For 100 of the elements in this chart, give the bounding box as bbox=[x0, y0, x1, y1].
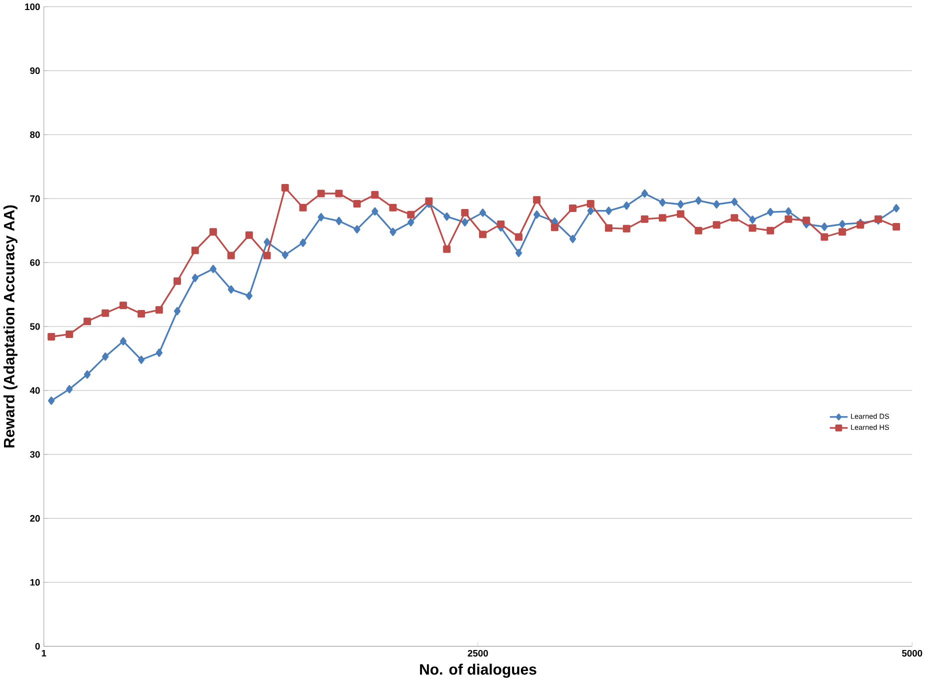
point bbox=[749, 215, 756, 224]
point bbox=[802, 216, 810, 224]
y-tick-label: 10 bbox=[30, 578, 40, 586]
y-tick-label: 80 bbox=[30, 131, 40, 138]
y-tick-label: 30 bbox=[30, 451, 40, 458]
point bbox=[479, 230, 487, 238]
point bbox=[712, 221, 720, 228]
point bbox=[174, 277, 181, 285]
point bbox=[569, 234, 576, 243]
point bbox=[694, 226, 702, 234]
y-tick-label: 0 bbox=[35, 642, 40, 650]
point bbox=[533, 210, 540, 219]
point bbox=[209, 228, 217, 236]
point bbox=[784, 215, 792, 223]
point bbox=[892, 204, 900, 212]
point bbox=[281, 184, 289, 192]
point bbox=[425, 197, 433, 205]
point bbox=[119, 302, 127, 310]
point bbox=[299, 204, 307, 212]
point bbox=[713, 200, 720, 208]
point bbox=[695, 196, 702, 205]
y-tick-label: 90 bbox=[30, 67, 40, 74]
point bbox=[748, 224, 756, 232]
y-axis-title: Reward (Adaptation Accuracy AA) bbox=[3, 205, 18, 448]
point bbox=[677, 200, 684, 208]
point bbox=[354, 225, 360, 234]
point bbox=[155, 306, 163, 314]
point bbox=[84, 370, 91, 379]
point bbox=[66, 384, 73, 394]
point bbox=[730, 214, 738, 222]
point bbox=[102, 309, 110, 317]
point bbox=[586, 200, 594, 208]
point bbox=[335, 190, 343, 198]
point bbox=[443, 245, 451, 253]
point bbox=[336, 216, 342, 226]
point bbox=[317, 190, 325, 198]
point bbox=[407, 210, 415, 218]
point bbox=[479, 208, 486, 217]
point bbox=[767, 208, 774, 216]
point bbox=[587, 206, 594, 215]
point bbox=[892, 222, 900, 230]
point bbox=[461, 208, 469, 216]
point bbox=[353, 200, 361, 208]
x-tick-label: 1 bbox=[42, 650, 46, 656]
point bbox=[731, 198, 738, 206]
point bbox=[264, 238, 270, 246]
point bbox=[300, 238, 306, 247]
point bbox=[838, 228, 846, 236]
point bbox=[605, 206, 612, 215]
point bbox=[282, 250, 288, 259]
point bbox=[246, 292, 252, 300]
y-tick-label: 100 bbox=[25, 3, 40, 10]
point bbox=[820, 233, 828, 241]
point bbox=[821, 222, 828, 231]
point bbox=[48, 396, 55, 405]
point bbox=[515, 248, 522, 258]
point bbox=[462, 218, 468, 226]
point bbox=[263, 252, 271, 260]
point bbox=[227, 252, 235, 260]
point bbox=[102, 352, 109, 361]
point bbox=[228, 285, 234, 294]
point bbox=[191, 246, 199, 254]
point bbox=[623, 201, 630, 210]
y-tick-label: 40 bbox=[30, 387, 40, 394]
y-tick-label: 50 bbox=[30, 323, 40, 330]
point bbox=[156, 348, 163, 357]
point bbox=[138, 356, 145, 364]
point bbox=[856, 221, 864, 228]
point bbox=[389, 204, 397, 212]
y-tick-label: 20 bbox=[30, 514, 40, 522]
point bbox=[138, 310, 146, 318]
point bbox=[622, 224, 630, 232]
y-tick-label: 70 bbox=[30, 195, 40, 202]
point bbox=[318, 212, 324, 222]
point bbox=[84, 318, 92, 326]
point bbox=[641, 189, 648, 198]
point bbox=[838, 220, 846, 228]
x-axis-title: No. of dialogues bbox=[420, 664, 536, 678]
point bbox=[676, 210, 684, 218]
x-tick-label: 5000 bbox=[902, 650, 922, 656]
point bbox=[390, 228, 396, 236]
point bbox=[120, 336, 127, 346]
point bbox=[497, 220, 505, 228]
x-tick-label: 2500 bbox=[468, 650, 488, 656]
point bbox=[443, 212, 450, 221]
point bbox=[659, 198, 666, 207]
y-tick-label: 60 bbox=[30, 259, 40, 266]
point bbox=[210, 264, 217, 274]
point bbox=[371, 190, 379, 198]
point bbox=[533, 196, 541, 204]
point bbox=[408, 218, 414, 226]
point bbox=[514, 233, 522, 241]
point bbox=[48, 332, 56, 340]
point bbox=[766, 226, 774, 234]
point bbox=[372, 207, 378, 216]
point bbox=[568, 204, 576, 212]
point bbox=[640, 215, 648, 223]
point bbox=[174, 306, 181, 316]
point bbox=[192, 274, 198, 282]
point bbox=[785, 207, 792, 216]
